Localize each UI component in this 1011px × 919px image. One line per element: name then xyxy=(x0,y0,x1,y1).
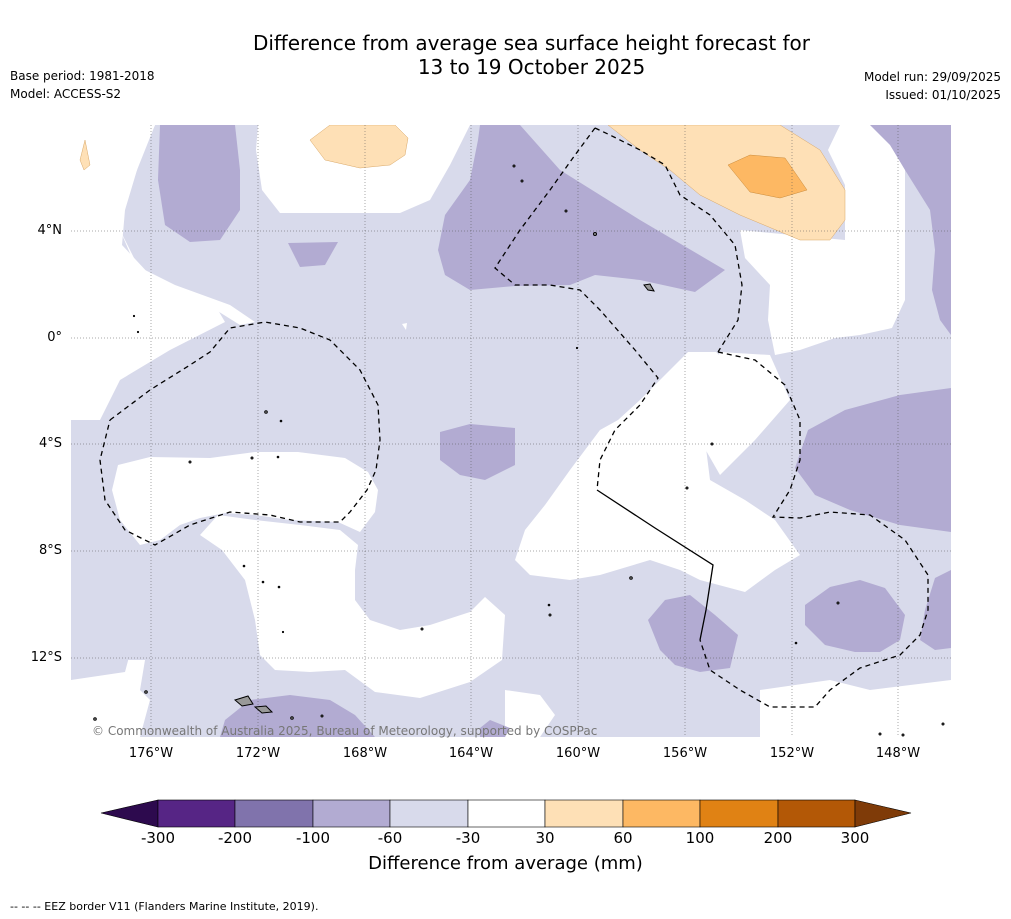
map-area xyxy=(71,125,951,737)
lon-label-160w: 160°W xyxy=(555,746,601,761)
colorbar-extend-low xyxy=(100,799,159,828)
colorbar-bin-9 xyxy=(777,799,856,828)
eez-solid-segment xyxy=(596,489,714,641)
lat-label-4n: 4°N xyxy=(37,223,63,238)
colorbar-bin-1 xyxy=(157,799,236,828)
colorbar-tick: 200 xyxy=(763,829,793,847)
colorbar-extend-high xyxy=(854,799,912,828)
model-run: Model run: 29/09/2025 xyxy=(863,70,1001,84)
meta-left: Base period: 1981-2018 Model: ACCESS-S2 xyxy=(10,67,155,103)
strong-positive-region xyxy=(727,154,808,199)
copyright-notice: © Commonwealth of Australia 2025, Bureau… xyxy=(92,724,598,738)
model-name: Model: ACCESS-S2 xyxy=(10,87,122,101)
islands xyxy=(93,164,945,737)
colorbar-tick: 60 xyxy=(613,829,633,847)
lon-label-164w: 164°W xyxy=(448,746,494,761)
eez-footnote: -- -- -- EEZ border V11 (Flanders Marine… xyxy=(10,900,319,913)
colorbar-tick: -60 xyxy=(377,829,403,847)
colorbar-bin-5 xyxy=(467,799,546,828)
eez-borders xyxy=(99,127,929,708)
lon-label-168w: 168°W xyxy=(342,746,388,761)
colorbar-bin-8 xyxy=(699,799,779,828)
lat-label-4s: 4°S xyxy=(38,436,62,451)
colorbar-tick: -200 xyxy=(217,829,253,847)
colorbar-bin-4 xyxy=(389,799,469,828)
colorbar-bin-6 xyxy=(544,799,624,828)
positive-regions xyxy=(79,125,846,241)
lat-label-0: 0° xyxy=(47,330,62,345)
colorbar-tick: -30 xyxy=(455,829,481,847)
colorbar-bin-2 xyxy=(234,799,314,828)
colorbar-tick: 30 xyxy=(535,829,555,847)
meta-right: Model run: 29/09/2025 Issued: 01/10/2025 xyxy=(864,68,1001,104)
colorbar-tick: 300 xyxy=(840,829,870,847)
colorbar-tick: -300 xyxy=(140,829,176,847)
lon-label-148w: 148°W xyxy=(875,746,921,761)
issued-date: Issued: 01/10/2025 xyxy=(885,88,1001,102)
colorbar-tick: 100 xyxy=(685,829,715,847)
colorbar-bin-7 xyxy=(622,799,701,828)
lon-label-176w: 176°W xyxy=(128,746,174,761)
lon-label-156w: 156°W xyxy=(662,746,708,761)
moderate-negative-regions xyxy=(158,125,951,737)
colorbar-bin-3 xyxy=(312,799,391,828)
base-period: Base period: 1981-2018 xyxy=(10,69,155,83)
graticule xyxy=(71,125,951,737)
lon-label-172w: 172°W xyxy=(235,746,281,761)
colorbar-tick: -100 xyxy=(295,829,331,847)
lat-label-8s: 8°S xyxy=(38,543,62,558)
white-speck xyxy=(402,323,407,330)
lat-label-12s: 12°S xyxy=(30,650,62,665)
title-line-1: Difference from average sea surface heig… xyxy=(252,31,811,55)
lon-label-152w: 152°W xyxy=(769,746,815,761)
title-line-2: 13 to 19 October 2025 xyxy=(417,55,646,79)
colorbar-title: Difference from average (mm) xyxy=(368,853,643,874)
map-title: Difference from average sea surface heig… xyxy=(0,31,1011,79)
colorbar xyxy=(100,799,912,828)
